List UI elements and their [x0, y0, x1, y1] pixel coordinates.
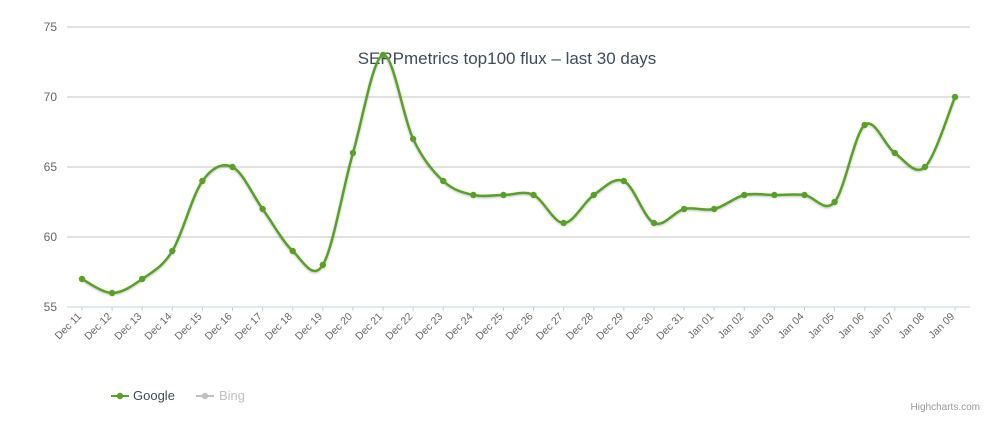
svg-text:Jan 01: Jan 01 — [686, 311, 717, 342]
svg-text:Dec 31: Dec 31 — [654, 311, 686, 343]
svg-text:Dec 22: Dec 22 — [383, 311, 415, 343]
svg-text:Dec 18: Dec 18 — [263, 311, 295, 343]
svg-text:Dec 28: Dec 28 — [564, 311, 596, 343]
svg-text:70: 70 — [44, 90, 58, 104]
svg-text:Jan 05: Jan 05 — [806, 311, 837, 342]
svg-text:Dec 15: Dec 15 — [173, 311, 205, 343]
svg-text:55: 55 — [44, 300, 58, 314]
svg-text:SERPmetrics top100 flux – last: SERPmetrics top100 flux – last 30 days — [358, 49, 657, 68]
svg-text:Dec 30: Dec 30 — [624, 311, 656, 343]
svg-text:Dec 13: Dec 13 — [112, 311, 144, 343]
svg-text:Dec 23: Dec 23 — [413, 311, 445, 343]
svg-text:Dec 11: Dec 11 — [53, 311, 85, 343]
svg-text:Dec 12: Dec 12 — [82, 311, 114, 343]
svg-text:Dec 25: Dec 25 — [474, 311, 506, 343]
svg-text:60: 60 — [44, 230, 58, 244]
svg-text:Bing: Bing — [219, 388, 245, 403]
svg-text:Dec 14: Dec 14 — [142, 311, 174, 343]
svg-text:Jan 07: Jan 07 — [866, 311, 897, 342]
svg-text:Dec 24: Dec 24 — [443, 311, 475, 343]
svg-text:75: 75 — [44, 20, 58, 34]
svg-text:Highcharts.com: Highcharts.com — [911, 402, 980, 413]
svg-text:Dec 29: Dec 29 — [594, 311, 626, 343]
svg-text:Dec 27: Dec 27 — [534, 311, 566, 343]
svg-text:Jan 04: Jan 04 — [776, 311, 807, 342]
svg-text:Dec 21: Dec 21 — [353, 311, 385, 343]
svg-text:Jan 02: Jan 02 — [716, 311, 747, 342]
svg-text:Jan 08: Jan 08 — [896, 311, 927, 342]
svg-text:Dec 19: Dec 19 — [293, 311, 325, 343]
svg-text:Jan 09: Jan 09 — [926, 311, 957, 342]
svg-text:Dec 16: Dec 16 — [203, 311, 235, 343]
svg-text:65: 65 — [44, 160, 58, 174]
svg-text:Google: Google — [133, 388, 175, 403]
svg-text:Dec 26: Dec 26 — [504, 311, 536, 343]
svg-text:Jan 03: Jan 03 — [746, 311, 777, 342]
svg-text:Dec 20: Dec 20 — [323, 311, 355, 343]
svg-text:Dec 17: Dec 17 — [233, 311, 265, 343]
svg-text:Jan 06: Jan 06 — [836, 311, 867, 342]
